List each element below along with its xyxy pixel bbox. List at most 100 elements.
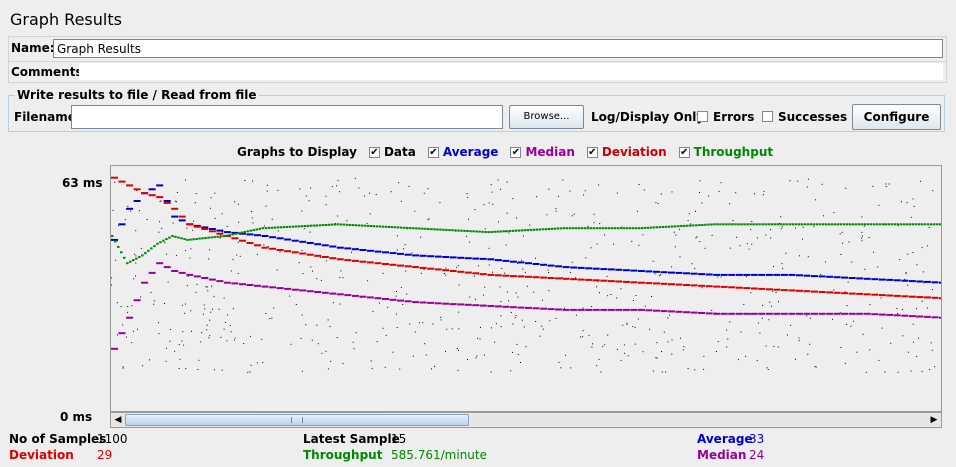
series-point xyxy=(479,304,487,307)
toggle-deviation[interactable]: ✔ Deviation xyxy=(586,145,667,159)
series-point xyxy=(544,228,548,231)
series-point xyxy=(851,223,855,226)
data-point xyxy=(687,220,689,221)
data-point xyxy=(555,317,557,319)
data-checkbox[interactable]: ✔ xyxy=(368,146,380,158)
data-point xyxy=(539,335,541,337)
data-point xyxy=(521,259,522,261)
errors-checkbox[interactable] xyxy=(697,111,708,122)
data-point xyxy=(695,210,696,212)
data-point xyxy=(337,215,339,217)
series-point xyxy=(842,223,846,226)
series-point xyxy=(133,200,141,202)
y-axis-max-label: 63 ms xyxy=(62,176,103,190)
data-point xyxy=(564,307,565,309)
data-point xyxy=(510,312,512,313)
scroll-left-arrow-icon[interactable]: ◀ xyxy=(114,415,122,425)
data-point xyxy=(237,273,239,274)
data-point xyxy=(218,308,220,310)
data-point xyxy=(688,213,690,215)
toggle-average[interactable]: ✔ Average xyxy=(427,145,498,159)
series-point xyxy=(893,314,901,317)
data-point xyxy=(750,292,752,294)
data-point xyxy=(181,304,183,306)
toggle-median[interactable]: ✔ Median xyxy=(510,145,575,159)
data-point xyxy=(680,337,681,339)
series-point xyxy=(374,262,382,265)
series-point xyxy=(514,229,517,232)
data-point xyxy=(928,227,930,228)
data-point xyxy=(500,315,502,317)
data-point xyxy=(239,255,241,257)
successes-checkbox[interactable] xyxy=(762,111,773,122)
series-point xyxy=(568,227,572,230)
data-point xyxy=(186,227,188,229)
data-point xyxy=(607,334,609,336)
data-point xyxy=(844,291,846,293)
series-point xyxy=(324,224,328,226)
data-point xyxy=(575,314,577,316)
series-point xyxy=(725,223,728,226)
deviation-checkbox[interactable]: ✔ xyxy=(586,146,598,158)
series-point xyxy=(901,295,909,298)
series-point xyxy=(547,264,555,267)
toggle-throughput[interactable]: ✔ Throughput xyxy=(678,145,773,159)
series-point xyxy=(246,284,254,286)
data-point xyxy=(174,350,176,352)
series-point xyxy=(595,227,599,230)
data-point xyxy=(596,243,598,245)
configure-button[interactable]: Configure xyxy=(852,104,941,130)
data-point xyxy=(325,204,327,206)
series-point xyxy=(366,224,370,227)
series-point xyxy=(354,224,358,227)
data-point xyxy=(469,296,471,298)
series-point xyxy=(743,287,751,290)
data-point xyxy=(555,208,557,210)
data-point xyxy=(638,184,640,185)
data-point xyxy=(683,346,685,348)
data-point xyxy=(671,353,673,355)
filename-input[interactable] xyxy=(71,105,503,129)
data-point xyxy=(491,327,492,329)
series-point xyxy=(848,277,856,279)
data-point xyxy=(251,217,253,219)
scroll-right-arrow-icon[interactable]: ▶ xyxy=(930,415,938,425)
data-point xyxy=(210,311,212,313)
data-point xyxy=(562,179,564,181)
horizontal-scrollbar[interactable]: ◀ ▶ xyxy=(110,412,942,428)
graphs-to-display-label: Graphs to Display xyxy=(237,145,357,159)
series-point xyxy=(291,239,299,242)
data-point xyxy=(737,359,739,361)
throughput-checkbox[interactable]: ✔ xyxy=(678,146,690,158)
average-checkbox[interactable]: ✔ xyxy=(427,146,439,158)
series-point xyxy=(532,276,540,279)
data-point xyxy=(149,359,150,361)
data-point xyxy=(226,225,228,227)
series-point xyxy=(765,288,773,291)
series-point xyxy=(156,242,159,245)
browse-button[interactable]: Browse... xyxy=(509,105,584,129)
data-point xyxy=(565,354,567,356)
data-point xyxy=(140,296,142,298)
median-checkbox[interactable]: ✔ xyxy=(510,146,522,158)
data-point xyxy=(212,308,214,310)
data-point xyxy=(204,308,206,310)
scrollbar-thumb[interactable] xyxy=(125,414,469,426)
series-point xyxy=(899,223,903,226)
data-point xyxy=(330,360,332,362)
series-point xyxy=(126,262,129,265)
series-point xyxy=(788,312,796,315)
series-point xyxy=(454,229,457,232)
data-point xyxy=(342,363,344,365)
comments-field[interactable] xyxy=(79,63,943,80)
series-point xyxy=(239,239,246,242)
data-point xyxy=(466,193,468,195)
toggle-data[interactable]: ✔ Data xyxy=(368,145,416,159)
data-point xyxy=(833,289,835,291)
data-point xyxy=(757,322,759,324)
name-input[interactable] xyxy=(53,39,943,58)
data-point xyxy=(220,336,222,338)
series-point xyxy=(351,248,359,251)
data-point xyxy=(555,210,557,212)
data-point xyxy=(768,319,770,321)
